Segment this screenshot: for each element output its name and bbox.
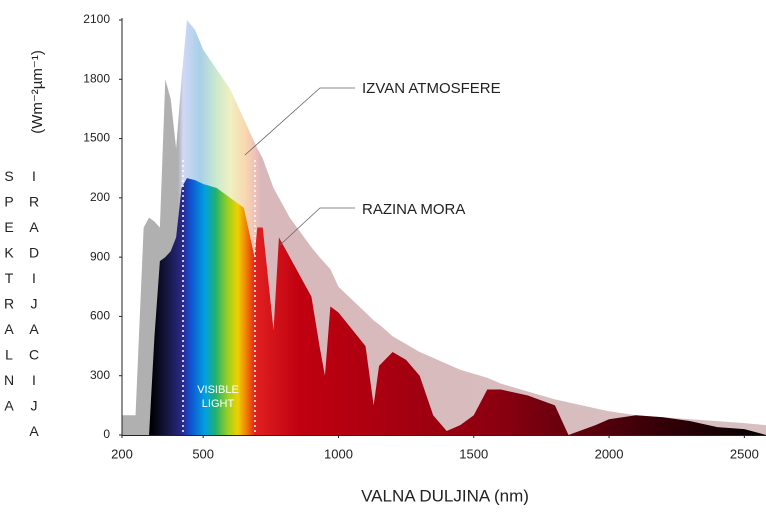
y-axis-title: IRADIJACIJA	[26, 168, 42, 449]
leader-line	[279, 207, 355, 246]
y-tick-label: 300	[90, 368, 110, 382]
y-tick-label: 1800	[83, 71, 110, 85]
y-tick-label: 2100	[83, 12, 110, 26]
areas	[122, 20, 766, 435]
annotation: RAZINA MORA	[362, 201, 465, 218]
x-tick-label: 2000	[595, 446, 624, 461]
y-axis-unit: (Wm⁻²µm⁻¹)	[29, 50, 46, 134]
x-axis-title: VALNA DULJINA (nm)	[361, 486, 529, 505]
y-axis-title: SPEKTRALNA	[1, 168, 17, 423]
visible-label: LIGHT	[202, 398, 235, 410]
area	[122, 178, 766, 435]
x-tick-label: 2500	[730, 446, 759, 461]
annotation: IZVAN ATMOSFERE	[362, 80, 501, 97]
visible-label: VISIBLE	[197, 384, 239, 396]
y-tick-label: 200	[90, 190, 110, 204]
y-tick-label: 1500	[83, 131, 110, 145]
y-tick-label: 0	[103, 427, 110, 441]
y-tick-label: 900	[90, 249, 110, 263]
x-tick-label: 1000	[324, 446, 353, 461]
y-tick-label: 600	[90, 309, 110, 323]
x-tick-label: 200	[111, 446, 133, 461]
x-tick-label: 500	[192, 446, 214, 461]
x-tick-label: 1500	[459, 446, 488, 461]
leader-line	[244, 87, 355, 156]
